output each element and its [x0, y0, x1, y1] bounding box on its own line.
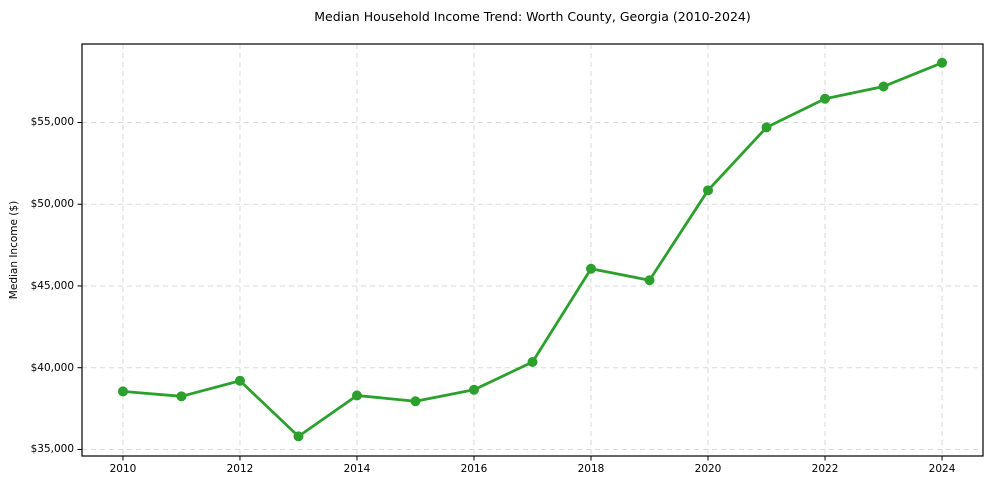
data-point-2022 [820, 93, 831, 104]
data-point-2015 [410, 396, 421, 407]
data-point-2017 [527, 356, 538, 367]
x-tick-label-2014: 2014 [343, 463, 371, 475]
y-tick-label-45000: $45,000 [30, 279, 74, 292]
x-tick-label-2020: 2020 [694, 463, 722, 475]
data-point-2020 [703, 185, 714, 196]
y-tick-label-55000: $55,000 [30, 116, 74, 129]
x-tick-label-2010: 2010 [109, 463, 137, 475]
data-point-2011 [176, 391, 187, 402]
data-point-2014 [351, 390, 362, 401]
x-tick-label-2018: 2018 [577, 463, 605, 475]
chart-title: Median Household Income Trend: Worth Cou… [314, 9, 751, 24]
axis-spines [81, 43, 984, 457]
data-point-2024 [937, 57, 948, 68]
x-tick-label-2016: 2016 [460, 463, 488, 475]
trend-line [121, 61, 944, 438]
x-tick-label-2012: 2012 [226, 463, 254, 475]
y-tick-label-35000: $35,000 [30, 443, 74, 456]
y-tick-label-50000: $50,000 [30, 198, 74, 211]
data-point-2021 [761, 122, 772, 133]
data-point-2010 [117, 386, 128, 397]
y-tick-label-40000: $40,000 [30, 361, 74, 374]
data-point-2019 [644, 275, 655, 286]
data-point-2012 [234, 375, 245, 386]
x-tick-label-2022: 2022 [811, 463, 839, 475]
data-point-2016 [468, 384, 479, 395]
data-point-2018 [586, 263, 597, 274]
data-point-2013 [293, 431, 304, 442]
data-point-2023 [878, 81, 889, 92]
x-tick-label-2024: 2024 [928, 463, 956, 475]
